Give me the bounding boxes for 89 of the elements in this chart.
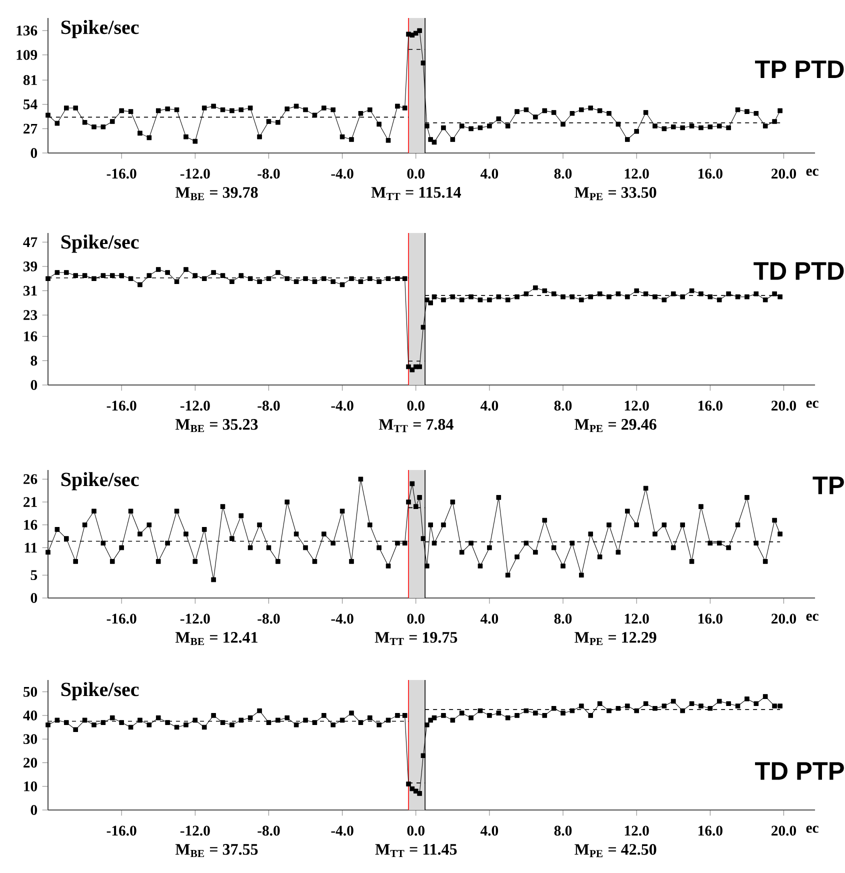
x-tick-label: 0.0: [407, 168, 424, 179]
x-tick-label: 8.0: [554, 400, 572, 411]
text: M$_{PE}$ = 29.46: [574, 419, 656, 432]
x-tick-label: 4.0: [480, 826, 498, 836]
y-tick-label: 16: [24, 520, 38, 530]
x-tick-label: 12.0: [624, 826, 649, 836]
y-tick-label: 5: [30, 570, 38, 580]
x-axis-title: ec: [806, 168, 818, 176]
y-tick-label: 0: [30, 148, 38, 158]
x-tick-label: 8.0: [554, 614, 572, 624]
x-tick-label: 20.0: [772, 400, 796, 411]
y-tick-label: 109: [16, 50, 38, 60]
x-tick-label: 0.0: [407, 614, 424, 624]
x-tick-label: 4.0: [480, 168, 498, 179]
y-tick-label: 0: [30, 805, 38, 815]
x-tick-label: -4.0: [331, 614, 354, 624]
x-axis-title: ec: [806, 614, 818, 621]
text: M$_{PE}$ = 42.50: [574, 844, 656, 858]
x-tick-label: 16.0: [698, 614, 722, 624]
y-tick-label: 11: [24, 542, 37, 553]
y-tick-label: 54: [24, 100, 38, 110]
x-tick-label: 20.0: [772, 168, 796, 179]
y-tick-label: 8: [30, 356, 38, 366]
x-tick-label: 0.0: [407, 400, 424, 411]
x-axis-title: ec: [806, 400, 818, 408]
text: TD PTD: [754, 262, 844, 280]
text: M$_{TT}$ = 19.75: [374, 632, 458, 646]
text: M$_{TT}$ = 115.14: [371, 187, 461, 200]
x-tick-label: 20.0: [772, 614, 796, 624]
text: M$_{BE}$ = 37.55: [175, 844, 258, 858]
x-tick-label: -12.0: [180, 826, 210, 836]
y-tick-label: 26: [24, 474, 38, 484]
x-tick-label: 16.0: [698, 168, 722, 179]
y-tick-label: 0: [30, 380, 38, 390]
y-tick-label: 39: [23, 262, 38, 272]
x-tick-label: -16.0: [106, 168, 136, 179]
text: M$_{BE}$ = 35.23: [175, 419, 258, 432]
x-tick-label: -8.0: [258, 614, 280, 624]
x-tick-label: -4.0: [331, 400, 354, 411]
y-tick-label: 30: [23, 734, 38, 744]
x-tick-label: -8.0: [258, 400, 280, 411]
x-tick-label: 12.0: [624, 614, 649, 624]
y-tick-label: 20: [24, 758, 38, 768]
x-tick-label: -16.0: [106, 400, 136, 411]
text: M$_{BE}$ = 39.78: [175, 187, 258, 200]
y-tick-label: 10: [24, 781, 38, 792]
x-tick-label: 16.0: [698, 826, 722, 836]
y-tick-label: 0: [30, 593, 38, 603]
y-tick-label: 81: [23, 75, 37, 86]
x-tick-label: -16.0: [106, 614, 136, 624]
y-tick-label: 16: [24, 331, 38, 342]
x-tick-label: 12.0: [624, 168, 649, 179]
text: M$_{TT}$ = 11.45: [375, 844, 457, 858]
x-tick-label: 8.0: [554, 826, 572, 836]
text: M$_{TT}$ = 7.84: [378, 419, 454, 432]
y-tick-label: 23: [24, 310, 38, 320]
text: M$_{PE}$ = 12.29: [574, 632, 656, 646]
y-axis-title: Spike/sec: [61, 472, 139, 490]
y-tick-label: 136: [16, 26, 38, 36]
y-axis-title: Spike/sec: [61, 682, 139, 700]
x-tick-label: 12.0: [624, 400, 649, 411]
y-tick-label: 47: [23, 237, 38, 247]
x-tick-label: -12.0: [180, 614, 210, 624]
x-tick-label: 4.0: [480, 400, 498, 411]
x-tick-label: -8.0: [258, 168, 280, 179]
x-tick-label: -4.0: [331, 168, 354, 179]
text: M$_{BE}$ = 12.41: [175, 632, 258, 646]
y-tick-label: 31: [23, 286, 37, 296]
x-tick-label: 0.0: [407, 826, 424, 836]
chart-title: TP: [812, 476, 844, 494]
x-tick-label: -12.0: [180, 168, 210, 179]
y-axis-title: Spike/sec: [61, 234, 139, 253]
text: TP PTD: [755, 60, 844, 78]
x-tick-label: -16.0: [106, 826, 136, 836]
x-tick-label: -4.0: [331, 826, 354, 836]
x-tick-label: 4.0: [480, 614, 498, 624]
y-tick-label: 21: [24, 497, 37, 507]
x-tick-label: -12.0: [180, 400, 210, 411]
x-tick-label: 16.0: [698, 400, 722, 411]
text: TD PTP: [755, 762, 844, 780]
x-axis-title: ec: [806, 826, 818, 833]
x-tick-label: 20.0: [772, 826, 796, 836]
x-tick-label: -8.0: [258, 826, 280, 836]
y-tick-label: 50: [24, 686, 38, 697]
y-tick-label: 27: [24, 124, 38, 134]
y-axis-title: Spike/sec: [61, 20, 139, 38]
text: M$_{PE}$ = 33.50: [574, 187, 656, 200]
x-tick-label: 8.0: [554, 168, 572, 179]
y-tick-label: 40: [23, 710, 38, 720]
